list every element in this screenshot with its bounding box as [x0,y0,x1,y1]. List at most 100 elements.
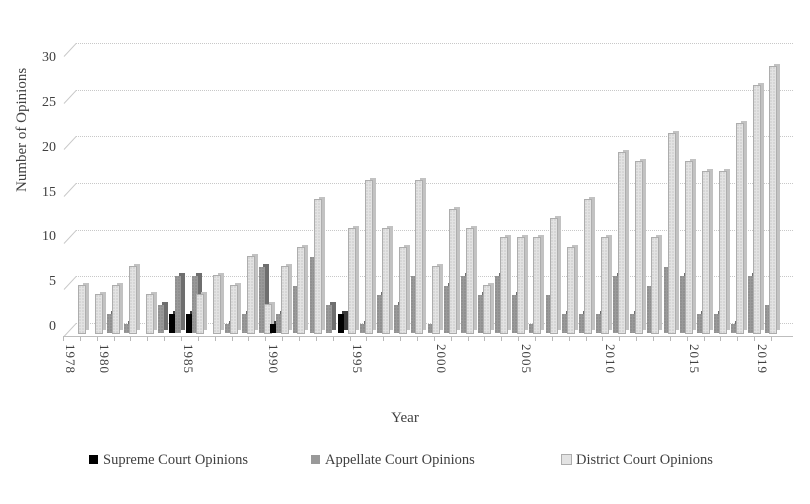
x-tick-label-1995: 1995 [349,344,365,374]
legend: Supreme Court Opinions Appellate Court O… [0,448,810,474]
bar-2004-district [516,237,525,334]
x-tick [686,337,688,341]
gridline-10 [76,229,793,231]
x-tick [585,337,587,341]
bar-2018-district [752,85,761,334]
axis-connector-25 [63,89,77,104]
bar-1990-supreme [270,323,277,333]
axis-connector-0 [63,323,77,337]
y-tick-label-20: 20 [42,139,56,155]
bar-2011-appellate [629,314,636,333]
bar-1997-district [398,246,407,334]
bar-1999-appellate [427,323,434,333]
x-tick-label-1980: 1980 [97,344,113,374]
bar-2006-appellate [545,295,552,333]
x-tick [96,337,98,341]
gridline-20 [76,136,793,138]
x-tick [770,337,772,341]
bar-2015-district [701,170,710,334]
bar-1978-district [78,284,87,334]
x-tick [551,337,553,341]
x-tick [669,337,671,341]
bar-2008-district [583,199,592,334]
bar-1995-appellate [360,323,367,333]
bar-2019-appellate [764,304,771,333]
bar-2012-appellate [646,285,653,333]
x-tick [652,337,654,341]
x-tick [518,337,520,341]
x-tick-label-1990: 1990 [265,344,281,374]
x-tick [737,337,739,341]
gridline-25 [76,89,793,91]
x-tick [197,337,199,341]
bar-2008-appellate [579,314,586,333]
bar-1993-appellate [326,304,333,333]
x-tick-label-1978: 1978 [63,344,79,374]
bar-2018-appellate [747,276,754,333]
x-tick [63,337,64,341]
bar-1980-district [111,284,120,334]
bar-1994-district [347,227,356,334]
bar-2009-appellate [596,314,603,333]
bar-1984-appellate [174,276,181,333]
bar-2001-district [465,227,474,334]
bar-1995-district [364,180,373,334]
bar-2007-district [567,246,576,334]
bar-1996-district [381,227,390,334]
x-tick-label-2010: 2010 [602,344,618,374]
legend-swatch-appellate-icon [311,455,320,464]
y-tick-label-25: 25 [42,94,56,110]
x-tick-label-1985: 1985 [181,344,197,374]
bar-1998-appellate [410,276,417,333]
bar-2004-appellate [511,295,518,333]
bar-1981-appellate [124,323,131,333]
x-tick [703,337,705,341]
bar-2009-district [600,237,609,334]
bar-1981-district [128,265,137,334]
x-tick [534,337,536,341]
bar-2005-district [533,237,542,334]
bar-2003-appellate [495,276,502,333]
x-tick [113,337,115,341]
bar-1985-supreme [186,314,193,333]
bar-2019-district [769,66,778,334]
bar-2003-district [499,237,508,334]
x-tick [619,337,621,341]
bar-2010-appellate [613,276,620,333]
gridline-30 [76,43,793,44]
bar-2010-district [617,151,626,334]
axis-connector-30 [63,43,77,57]
bar-1998-district [415,180,424,334]
bar-2014-appellate [680,276,687,333]
gridline-15 [76,183,793,184]
legend-label-appellate: Appellate Court Opinions [325,452,475,468]
bar-1988-appellate [242,314,249,333]
plot-area: 0 5 10 15 20 25 30 1978 1980 1985 1990 1995 2000 2005… [42,43,793,374]
bar-2007-appellate [562,314,569,333]
x-axis-title: Year [391,410,419,426]
axis-connector-10 [63,229,77,244]
bar-1992-appellate [309,257,316,333]
bar-1983-appellate [157,304,164,333]
bar-2015-appellate [697,314,704,333]
bar-1985-district [196,294,205,334]
bar-2002-district [482,284,491,334]
x-tick [265,337,267,341]
bar-2016-appellate [714,314,721,333]
bar-1985-appellate [191,276,198,333]
x-tick [180,337,182,341]
bar-2011-district [634,161,643,334]
bar-1989-district [263,303,272,334]
bar-2016-district [718,170,727,334]
x-tick-label-2019: 2019 [754,344,770,374]
bar-2013-district [668,132,677,334]
x-tick [366,337,368,341]
legend-item-district: District Court Opinions [561,452,713,472]
y-tick-label-5: 5 [49,274,56,290]
x-tick [754,337,756,341]
x-tick [602,337,604,341]
x-tick [450,337,452,341]
x-tick [214,337,216,341]
bar-2001-appellate [461,276,468,333]
x-tick [416,337,418,341]
